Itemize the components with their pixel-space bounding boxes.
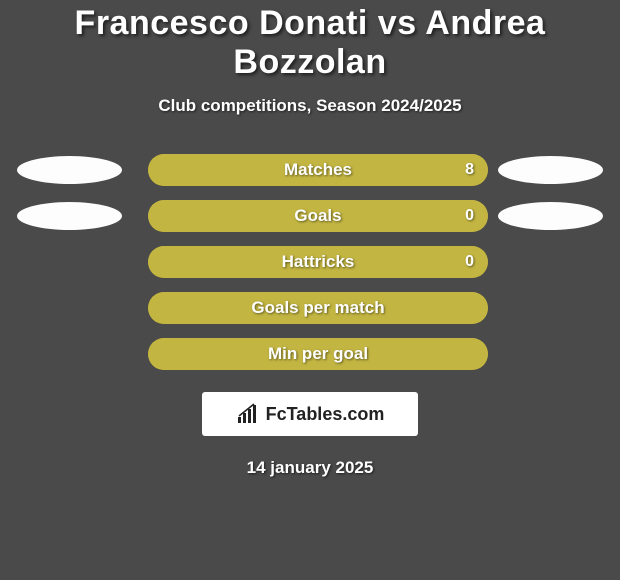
stat-value: 8 [465, 161, 474, 179]
stat-bar: Goals0 [148, 200, 488, 232]
stat-row: Min per goal [0, 338, 620, 370]
stat-bar: Goals per match [148, 292, 488, 324]
stat-row: Goals0 [0, 200, 620, 232]
stat-bar: Matches8 [148, 154, 488, 186]
stat-label: Matches [148, 160, 488, 180]
stat-bar: Hattricks0 [148, 246, 488, 278]
stat-rows: Matches8Goals0Hattricks0Goals per matchM… [0, 154, 620, 370]
subtitle: Club competitions, Season 2024/2025 [0, 96, 620, 116]
left-ellipse [17, 202, 122, 230]
stat-bar: Min per goal [148, 338, 488, 370]
stat-label: Hattricks [148, 252, 488, 272]
stat-row: Matches8 [0, 154, 620, 186]
stat-value: 0 [465, 253, 474, 271]
site-name: FcTables.com [266, 404, 385, 425]
date-label: 14 january 2025 [0, 458, 620, 478]
right-ellipse [498, 202, 603, 230]
stat-label: Goals per match [148, 298, 488, 318]
left-ellipse [17, 156, 122, 184]
right-ellipse [498, 156, 603, 184]
chart-icon [236, 403, 260, 425]
site-badge[interactable]: FcTables.com [202, 392, 418, 436]
comparison-card: Francesco Donati vs Andrea Bozzolan Club… [0, 0, 620, 580]
stat-value: 0 [465, 207, 474, 225]
page-title: Francesco Donati vs Andrea Bozzolan [0, 4, 620, 82]
stat-row: Hattricks0 [0, 246, 620, 278]
stat-row: Goals per match [0, 292, 620, 324]
stat-label: Goals [148, 206, 488, 226]
stat-label: Min per goal [148, 344, 488, 364]
